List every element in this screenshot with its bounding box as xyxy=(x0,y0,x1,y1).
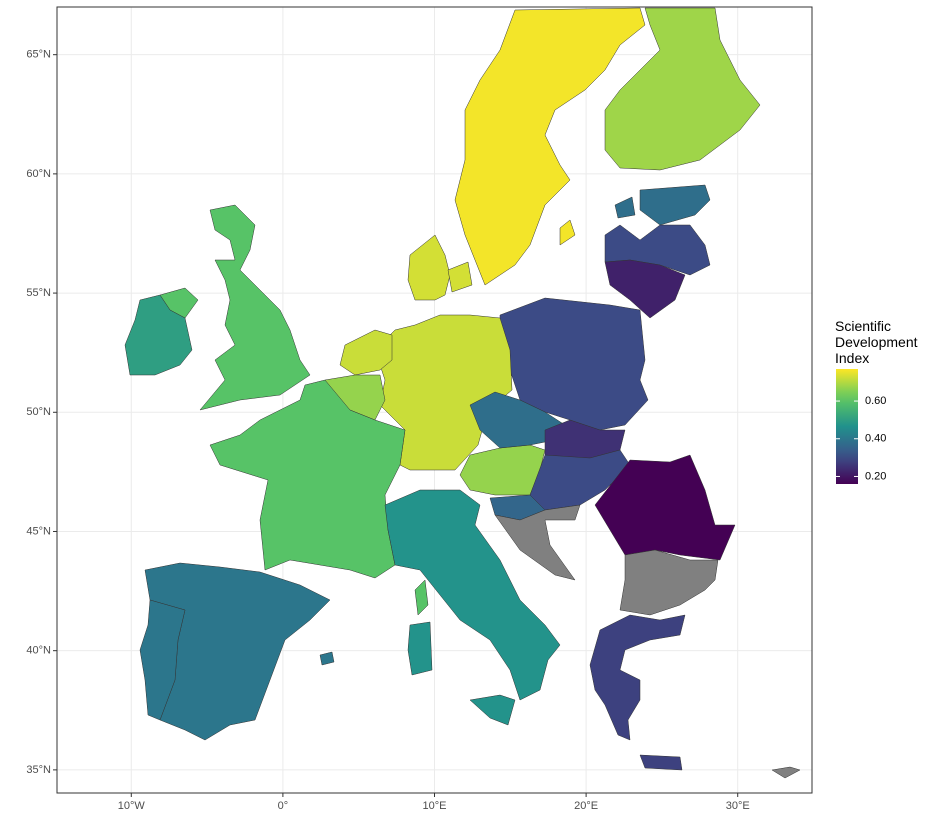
region xyxy=(614,196,636,219)
region xyxy=(604,259,686,319)
region xyxy=(619,549,719,616)
x-tick-label: 10°E xyxy=(423,800,447,812)
region xyxy=(414,579,429,616)
region xyxy=(639,184,711,226)
x-tick-label: 20°E xyxy=(574,800,598,812)
region xyxy=(604,7,761,171)
region xyxy=(494,504,581,581)
y-tick-label: 60°N xyxy=(26,168,51,180)
colorbar-label: 0.60 xyxy=(865,395,886,407)
region xyxy=(771,766,801,779)
legend-title: Scientific Development Index xyxy=(835,318,918,366)
x-tick-label: 10°W xyxy=(118,800,146,812)
region xyxy=(639,754,683,771)
region xyxy=(447,261,473,293)
colorbar-label: 0.20 xyxy=(865,470,886,482)
y-tick-label: 55°N xyxy=(26,287,51,299)
region xyxy=(209,379,406,579)
region xyxy=(407,234,451,301)
region xyxy=(384,489,561,701)
region xyxy=(454,7,646,286)
region xyxy=(499,297,649,431)
region xyxy=(374,314,513,471)
x-tick-label: 0° xyxy=(278,800,289,812)
y-tick-label: 50°N xyxy=(26,406,51,418)
region xyxy=(459,444,546,496)
colorbar-label: 0.40 xyxy=(865,433,886,445)
y-tick-label: 35°N xyxy=(26,764,51,776)
y-tick-label: 45°N xyxy=(26,525,51,537)
x-tick-label: 30°E xyxy=(726,800,750,812)
region xyxy=(339,329,393,376)
region xyxy=(559,219,576,246)
region xyxy=(589,614,686,741)
region xyxy=(407,621,433,676)
colorbar xyxy=(836,369,858,484)
region xyxy=(469,694,516,726)
region xyxy=(124,294,193,376)
region xyxy=(139,599,186,721)
region xyxy=(319,651,335,666)
y-tick-label: 40°N xyxy=(26,645,51,657)
region xyxy=(199,204,311,411)
y-tick-label: 65°N xyxy=(26,49,51,61)
